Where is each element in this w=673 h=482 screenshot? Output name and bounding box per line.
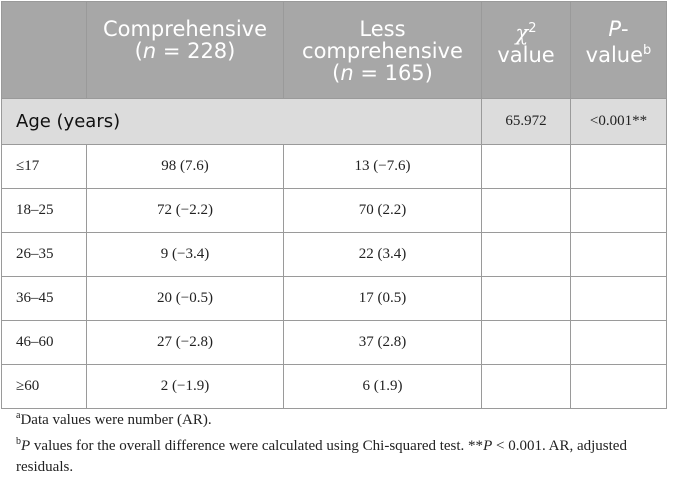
chi-superscript: 2	[528, 21, 537, 36]
footnote-b-var: P	[21, 438, 31, 454]
header-comprehensive-n-open: (	[134, 39, 143, 63]
group-chi2: 65.972	[481, 98, 571, 145]
results-table: Comprehensive (n = 228) Less comprehensi…	[1, 1, 667, 409]
header-less-comprehensive: Less comprehensive (n = 165)	[283, 1, 482, 99]
footnote-b-text1: values for the overall difference were c…	[30, 438, 484, 454]
cell-empty	[570, 320, 667, 365]
table-row: 18–25 72 (−2.2) 70 (2.2)	[1, 188, 667, 233]
header-less-line2: comprehensive	[302, 39, 463, 63]
header-comprehensive-n-var: n	[142, 39, 157, 63]
header-p-var: P	[608, 17, 622, 41]
cell-empty	[481, 364, 571, 409]
group-row-age: Age (years) 65.972 <0.001**	[1, 98, 667, 145]
footnote-a: aData values were number (AR).	[16, 405, 666, 431]
cell-empty	[570, 364, 667, 409]
table-row: 26–35 9 (−3.4) 22 (3.4)	[1, 232, 667, 277]
cell-comprehensive: 27 (−2.8)	[86, 320, 284, 365]
header-less-n: = 165)	[353, 61, 433, 85]
cell-empty	[570, 188, 667, 233]
cell-less: 37 (2.8)	[283, 320, 482, 365]
row-label: 36–45	[1, 276, 87, 321]
cell-less: 22 (3.4)	[283, 232, 482, 277]
header-p-value: P- valueb	[570, 1, 667, 99]
cell-empty	[570, 232, 667, 277]
table-row: 46–60 27 (−2.8) 37 (2.8)	[1, 320, 667, 365]
cell-less: 70 (2.2)	[283, 188, 482, 233]
header-chi2-label: value	[497, 43, 555, 67]
cell-empty	[481, 144, 571, 189]
footnote-b: bP values for the overall difference wer…	[16, 431, 666, 478]
cell-empty	[481, 232, 571, 277]
header-less-n-var: n	[340, 61, 354, 85]
cell-comprehensive: 98 (7.6)	[86, 144, 284, 189]
chi-symbol: χ	[515, 21, 529, 45]
cell-comprehensive: 20 (−0.5)	[86, 276, 284, 321]
header-p-label: value	[585, 43, 644, 67]
header-comprehensive-label: Comprehensive	[102, 17, 268, 41]
header-less-line1: Less	[359, 17, 406, 41]
header-comprehensive: Comprehensive (n = 228)	[86, 1, 284, 99]
footnote-a-text: Data values were number (AR).	[20, 412, 212, 428]
table-footnotes: aData values were number (AR). bP values…	[16, 405, 666, 478]
table-row: ≥60 2 (−1.9) 6 (1.9)	[1, 364, 667, 409]
header-chi2-value: χ2 value	[481, 1, 571, 99]
footnote-b-mark: b	[16, 436, 21, 447]
cell-less: 13 (−7.6)	[283, 144, 482, 189]
cell-less: 6 (1.9)	[283, 364, 482, 409]
row-label: ≤17	[1, 144, 87, 189]
cell-empty	[570, 276, 667, 321]
footnote-a-mark: a	[16, 410, 21, 421]
row-label: ≥60	[1, 364, 87, 409]
cell-empty	[481, 188, 571, 233]
cell-empty	[481, 320, 571, 365]
header-p-dash: -	[621, 17, 629, 41]
row-label: 18–25	[1, 188, 87, 233]
header-comprehensive-n: = 228)	[156, 39, 236, 63]
header-empty-cell	[1, 1, 87, 99]
header-less-n-open: (	[332, 61, 341, 85]
table-row: ≤17 98 (7.6) 13 (−7.6)	[1, 144, 667, 189]
cell-empty	[481, 276, 571, 321]
cell-comprehensive: 9 (−3.4)	[86, 232, 284, 277]
header-p-footnote-mark: b	[643, 43, 652, 58]
footnote-b-var2: P	[483, 438, 493, 454]
footnote-b-text2: < 0.001. AR, adjusted residuals.	[16, 438, 627, 475]
group-p: <0.001**	[570, 98, 667, 145]
group-label: Age (years)	[1, 98, 482, 145]
header-row: Comprehensive (n = 228) Less comprehensi…	[1, 1, 667, 99]
cell-comprehensive: 2 (−1.9)	[86, 364, 284, 409]
cell-less: 17 (0.5)	[283, 276, 482, 321]
row-label: 26–35	[1, 232, 87, 277]
table-row: 36–45 20 (−0.5) 17 (0.5)	[1, 276, 667, 321]
cell-comprehensive: 72 (−2.2)	[86, 188, 284, 233]
row-label: 46–60	[1, 320, 87, 365]
cell-empty	[570, 144, 667, 189]
